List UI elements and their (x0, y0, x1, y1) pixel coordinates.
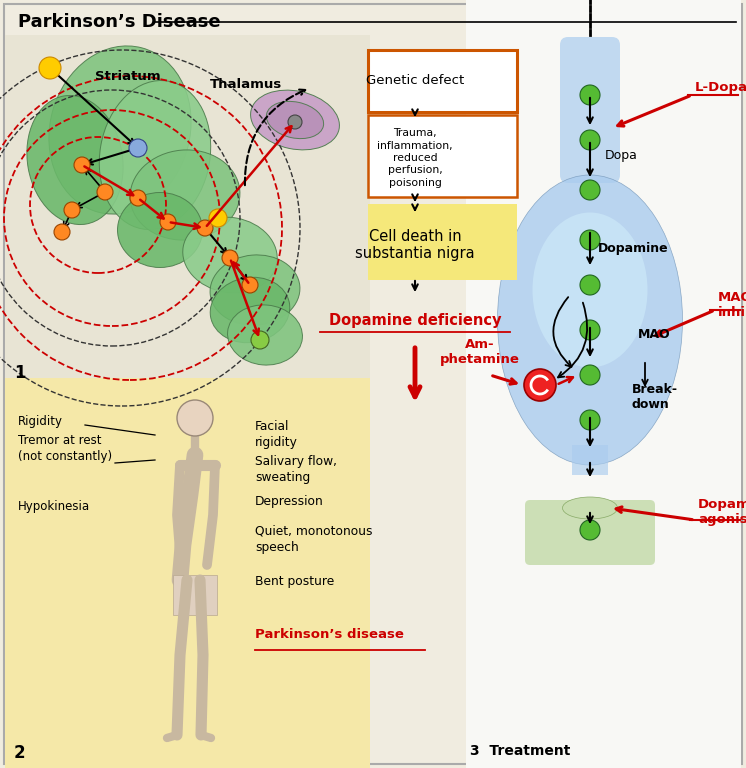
Text: Break-
down: Break- down (632, 383, 678, 411)
Bar (173, 575, 217, 615)
Circle shape (580, 365, 600, 385)
Circle shape (39, 57, 61, 79)
Circle shape (524, 369, 556, 401)
Text: L-Dopa: L-Dopa (695, 81, 746, 94)
FancyBboxPatch shape (368, 115, 517, 197)
Circle shape (64, 202, 80, 218)
Text: Bent posture: Bent posture (255, 575, 334, 588)
Text: Dopamine deficiency: Dopamine deficiency (329, 313, 501, 327)
Ellipse shape (533, 213, 648, 368)
Circle shape (209, 209, 227, 227)
Text: Trauma,
inflammation,
reduced
perfusion,
poisoning: Trauma, inflammation, reduced perfusion,… (377, 128, 453, 188)
Text: Am-
phetamine: Am- phetamine (440, 338, 520, 366)
Text: Depression: Depression (255, 495, 324, 508)
Circle shape (160, 214, 176, 230)
Circle shape (97, 184, 113, 200)
Ellipse shape (266, 101, 324, 138)
Ellipse shape (183, 217, 278, 293)
Ellipse shape (130, 150, 240, 240)
Bar (572, 445, 608, 475)
Ellipse shape (562, 497, 618, 519)
Circle shape (580, 230, 600, 250)
Circle shape (54, 224, 70, 240)
Text: Striatum: Striatum (95, 70, 160, 83)
Text: Dopamine
agonists: Dopamine agonists (698, 498, 746, 526)
Ellipse shape (49, 46, 191, 214)
Circle shape (580, 85, 600, 105)
Ellipse shape (228, 305, 302, 365)
Ellipse shape (118, 193, 202, 267)
Circle shape (242, 277, 258, 293)
Text: Parkinson’s disease: Parkinson’s disease (255, 628, 404, 641)
Text: Thalamus: Thalamus (210, 78, 282, 91)
Text: 1: 1 (14, 364, 25, 382)
Text: 2: 2 (14, 744, 25, 762)
Circle shape (130, 190, 146, 206)
Ellipse shape (99, 81, 210, 230)
Circle shape (580, 275, 600, 295)
FancyBboxPatch shape (525, 500, 655, 565)
Bar (466, 0, 741, 768)
Bar (5, 378, 370, 768)
Ellipse shape (498, 175, 683, 465)
Ellipse shape (210, 277, 289, 343)
Circle shape (74, 157, 90, 173)
Text: Facial
rigidity: Facial rigidity (255, 420, 298, 449)
Circle shape (580, 130, 600, 150)
Text: Genetic defect: Genetic defect (366, 74, 464, 87)
FancyBboxPatch shape (560, 37, 620, 183)
Text: Rigidity: Rigidity (18, 415, 63, 428)
Ellipse shape (27, 95, 123, 224)
Circle shape (177, 400, 213, 436)
Text: Cell death in
substantia nigra: Cell death in substantia nigra (355, 229, 474, 261)
Circle shape (580, 410, 600, 430)
Bar (5, 35, 370, 390)
Circle shape (129, 139, 147, 157)
Circle shape (580, 320, 600, 340)
Ellipse shape (251, 90, 339, 150)
Circle shape (251, 331, 269, 349)
Text: Dopamine: Dopamine (598, 242, 668, 255)
Circle shape (197, 220, 213, 236)
Ellipse shape (210, 255, 300, 325)
Circle shape (288, 115, 302, 129)
Text: 3  Treatment: 3 Treatment (470, 744, 571, 758)
Text: Hypokinesia: Hypokinesia (18, 500, 90, 513)
Text: Quiet, monotonous
speech: Quiet, monotonous speech (255, 525, 372, 554)
Text: Tremor at rest
(not constantly): Tremor at rest (not constantly) (18, 434, 112, 463)
FancyBboxPatch shape (368, 50, 517, 112)
Text: Salivary flow,
sweating: Salivary flow, sweating (255, 455, 337, 484)
Circle shape (222, 250, 238, 266)
Text: Parkinson’s Disease: Parkinson’s Disease (18, 13, 221, 31)
Circle shape (580, 520, 600, 540)
FancyBboxPatch shape (368, 204, 517, 280)
Text: MAO
inhibitor: MAO inhibitor (718, 291, 746, 319)
Circle shape (580, 180, 600, 200)
Text: MAO: MAO (638, 328, 671, 341)
Text: Dopa: Dopa (605, 148, 638, 161)
